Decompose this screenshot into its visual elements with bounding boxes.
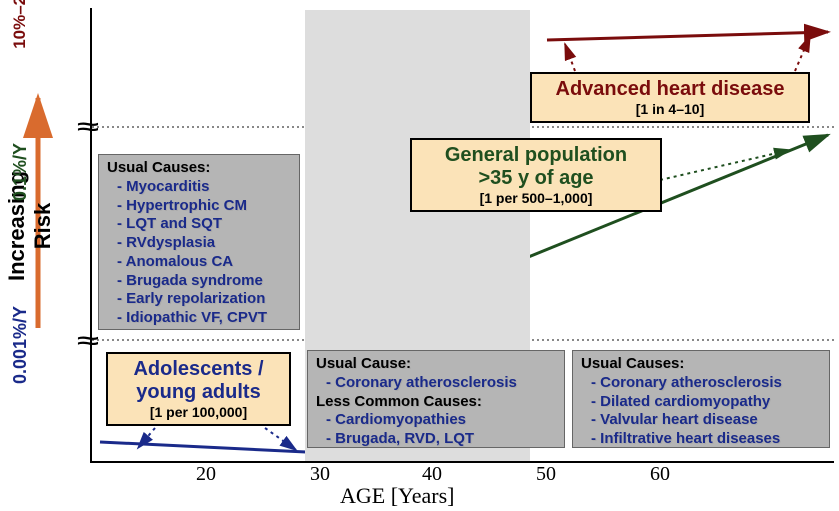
causes-box-older: Usual Causes:- Coronary atherosclerosis-… (572, 350, 830, 448)
callout-title: General population>35 y of age (422, 144, 650, 190)
callout-general-population: General population>35 y of age [1 per 50… (410, 138, 662, 212)
causes-item: - Idiopathic VF, CPVT (107, 309, 291, 328)
causes-item: - Brugada, RVD, LQT (316, 430, 556, 449)
axis-break-icon: ≈ (77, 114, 99, 140)
causes-box-midage: Usual Cause:- Coronary atherosclerosisLe… (307, 350, 565, 448)
causes-item: - Coronary atherosclerosis (581, 374, 821, 393)
y-tick-label: 0.001%/Y (10, 285, 31, 405)
x-tick-label: 20 (191, 463, 221, 486)
causes-box-young: Usual Causes:- Myocarditis- Hypertrophic… (98, 154, 300, 330)
causes-item: - LQT and SQT (107, 215, 291, 234)
y-tick-label: 0.1%/Y (10, 112, 31, 232)
callout-advanced-heart-disease: Advanced heart disease [1 in 4–10] (530, 72, 810, 123)
causes-item: - Coronary atherosclerosis (316, 374, 556, 393)
x-tick-label: 50 (531, 463, 561, 486)
callout-title: Adolescents /young adults (118, 358, 279, 404)
causes-header: Usual Cause: (316, 355, 556, 374)
callout-subtitle: [1 per 500–1,000] (422, 190, 650, 206)
causes-item: - Dilated cardiomyopathy (581, 393, 821, 412)
causes-item: - Brugada syndrome (107, 272, 291, 291)
causes-item: - Myocarditis (107, 178, 291, 197)
x-tick-label: 60 (645, 463, 675, 486)
x-axis-label: AGE [Years] (340, 483, 454, 509)
causes-item: - Cardiomyopathies (316, 411, 556, 430)
x-tick-label: 40 (417, 463, 447, 486)
x-tick-label: 30 (305, 463, 335, 486)
callout-subtitle: [1 per 100,000] (118, 404, 279, 420)
causes-header: Usual Causes: (107, 159, 291, 178)
causes-item: - RVdysplasia (107, 234, 291, 253)
causes-item: - Hypertrophic CM (107, 197, 291, 216)
causes-item: - Early repolarization (107, 290, 291, 309)
y-tick-label: 10%–25%/Y (10, 0, 30, 62)
callout-adolescents-young-adults: Adolescents /young adults [1 per 100,000… (106, 352, 291, 426)
causes-item: - Anomalous CA (107, 253, 291, 272)
causes-header: Less Common Causes: (316, 393, 556, 412)
callout-subtitle: [1 in 4–10] (542, 101, 798, 117)
causes-header: Usual Causes: (581, 355, 821, 374)
callout-title: Advanced heart disease (542, 78, 798, 101)
axis-break-icon: ≈ (77, 328, 99, 354)
causes-item: - Valvular heart disease (581, 411, 821, 430)
causes-item: - Infiltrative heart diseases (581, 430, 821, 449)
